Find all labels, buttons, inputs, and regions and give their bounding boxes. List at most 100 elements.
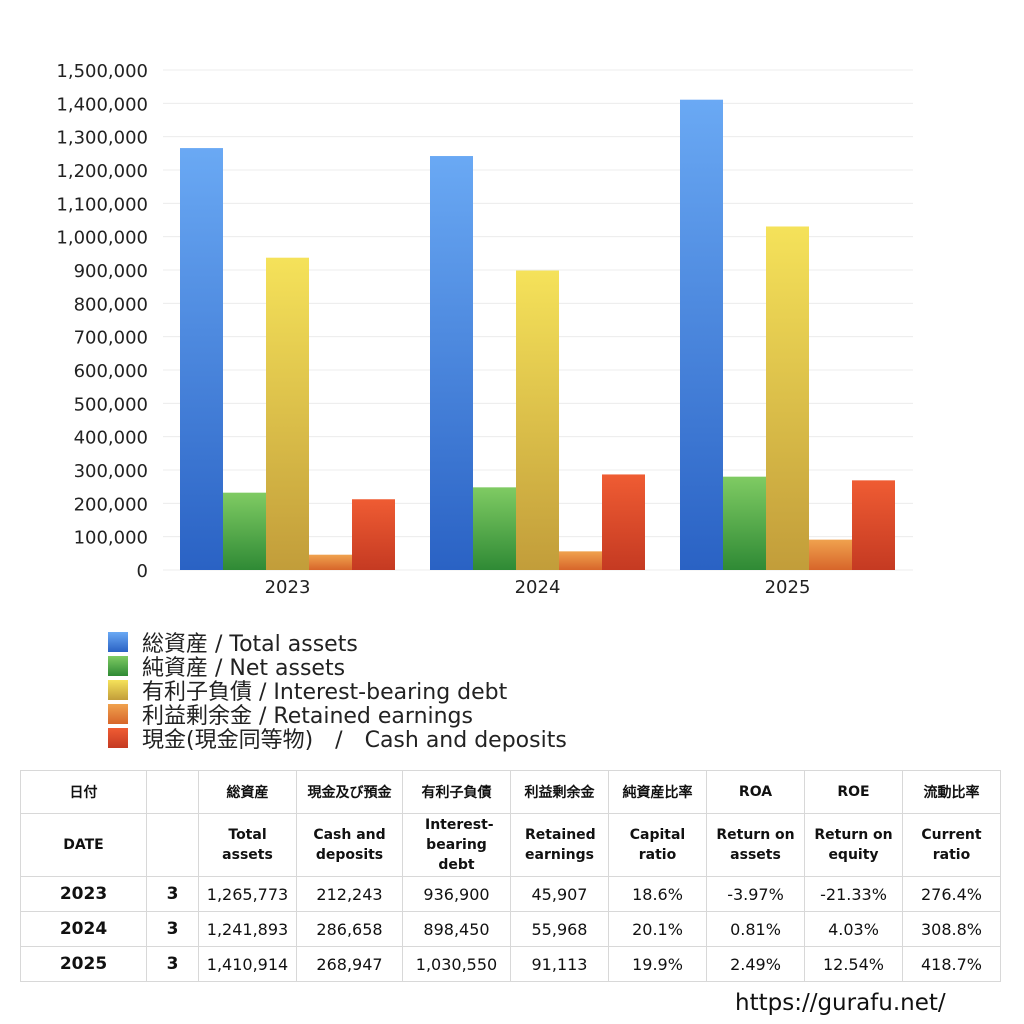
legend-swatch-retained-earnings: [108, 704, 128, 724]
legend-label: 総資産 / Total assets: [142, 632, 358, 657]
header-total-assets-jp: 総資産: [198, 770, 297, 814]
y-tick-label: 1,500,000: [56, 61, 148, 82]
cell-capital-ratio: 20.1%: [608, 911, 707, 947]
cell-current-ratio: 418.7%: [902, 946, 1001, 982]
y-tick-label: 600,000: [74, 361, 148, 382]
cell-month: 3: [146, 876, 199, 912]
header-row-en: DATE Total assets Cash and deposits Inte…: [20, 813, 1001, 877]
cell-debt: 1,030,550: [402, 946, 511, 982]
cell-retained: 55,968: [510, 911, 609, 947]
cell-roe: 4.03%: [804, 911, 903, 947]
bar: [809, 539, 852, 570]
bar: [473, 487, 516, 570]
y-tick-label: 1,000,000: [56, 228, 148, 249]
legend-item: 純資産 / Net assets: [108, 654, 567, 681]
cell-capital-ratio: 19.9%: [608, 946, 707, 982]
header-month-jp: [146, 770, 199, 814]
legend-item: 現金(現金同等物) / Cash and deposits: [108, 726, 567, 753]
cell-month: 3: [146, 946, 199, 982]
x-tick-label: 2024: [515, 577, 561, 598]
header-debt-jp: 有利子負債: [402, 770, 511, 814]
header-roa-en: Return on assets: [706, 813, 805, 877]
site-url: https://gurafu.net/: [735, 990, 946, 1016]
legend-label: 利益剰余金 / Retained earnings: [142, 704, 473, 729]
bar: [180, 148, 223, 570]
bars: [180, 99, 895, 571]
cell-roa: -3.97%: [706, 876, 805, 912]
cell-total-assets: 1,265,773: [198, 876, 297, 912]
cell-year: 2024: [20, 911, 147, 947]
header-roa-jp: ROA: [706, 770, 805, 814]
y-tick-label: 300,000: [74, 461, 148, 482]
x-tick-label: 2023: [265, 577, 311, 598]
bar: [766, 226, 809, 570]
y-axis-ticks: 0 100,000 200,000 300,000 400,000 500,000 600,…: [56, 61, 148, 582]
header-capital-ratio-en: Capital ratio: [608, 813, 707, 877]
x-axis-ticks: 2023 2024 2025: [265, 577, 811, 598]
y-tick-label: 1,200,000: [56, 161, 148, 182]
legend-swatch-interest-bearing-debt: [108, 680, 128, 700]
bar: [559, 551, 602, 570]
header-roe-en: Return on equity: [804, 813, 903, 877]
bar: [266, 257, 309, 570]
table-row: 2023 3 1,265,773 212,243 936,900 45,907 …: [20, 876, 1001, 912]
cell-cash: 268,947: [296, 946, 403, 982]
header-date-jp: 日付: [20, 770, 147, 814]
cell-current-ratio: 308.8%: [902, 911, 1001, 947]
cell-year: 2023: [20, 876, 147, 912]
y-tick-label: 400,000: [74, 428, 148, 449]
header-month-en: [146, 813, 199, 877]
cell-debt: 898,450: [402, 911, 511, 947]
legend-swatch-cash: [108, 728, 128, 748]
cell-total-assets: 1,241,893: [198, 911, 297, 947]
y-tick-label: 500,000: [74, 394, 148, 415]
header-cash-jp: 現金及び預金: [296, 770, 403, 814]
header-debt-en: Interest-bearing debt: [402, 813, 511, 877]
bar: [852, 480, 895, 570]
header-roe-jp: ROE: [804, 770, 903, 814]
header-date-en: DATE: [20, 813, 147, 877]
legend-label: 現金(現金同等物) / Cash and deposits: [142, 728, 567, 753]
cell-year: 2025: [20, 946, 147, 982]
financial-metrics-table: 日付 総資産 現金及び預金 有利子負債 利益剰余金 純資産比率 ROA ROE …: [20, 770, 1001, 982]
header-row-jp: 日付 総資産 現金及び預金 有利子負債 利益剰余金 純資産比率 ROA ROE …: [20, 770, 1001, 814]
bar: [602, 474, 645, 570]
legend-swatch-total-assets: [108, 632, 128, 652]
legend-label: 純資産 / Net assets: [142, 656, 346, 681]
y-tick-label: 900,000: [74, 261, 148, 282]
header-current-ratio-en: Current ratio: [902, 813, 1001, 877]
legend-label: 有利子負債 / Interest-bearing debt: [142, 680, 508, 705]
cell-retained: 91,113: [510, 946, 609, 982]
y-tick-label: 800,000: [74, 294, 148, 315]
y-tick-label: 1,100,000: [56, 194, 148, 215]
bar: [352, 499, 395, 570]
y-tick-label: 200,000: [74, 494, 148, 515]
bar: [516, 270, 559, 570]
cell-roa: 0.81%: [706, 911, 805, 947]
legend-item: 有利子負債 / Interest-bearing debt: [108, 678, 567, 705]
cell-retained: 45,907: [510, 876, 609, 912]
legend-swatch-net-assets: [108, 656, 128, 676]
legend-item: 総資産 / Total assets: [108, 630, 567, 657]
table-row: 2025 3 1,410,914 268,947 1,030,550 91,11…: [20, 946, 1001, 982]
bar: [680, 99, 723, 570]
cell-cash: 212,243: [296, 876, 403, 912]
legend-item: 利益剰余金 / Retained earnings: [108, 702, 567, 729]
cell-cash: 286,658: [296, 911, 403, 947]
y-tick-label: 1,300,000: [56, 128, 148, 149]
cell-current-ratio: 276.4%: [902, 876, 1001, 912]
bar: [223, 492, 266, 570]
cell-total-assets: 1,410,914: [198, 946, 297, 982]
header-current-ratio-jp: 流動比率: [902, 770, 1001, 814]
header-retained-jp: 利益剰余金: [510, 770, 609, 814]
bar: [723, 476, 766, 570]
cell-debt: 936,900: [402, 876, 511, 912]
header-total-assets-en: Total assets: [198, 813, 297, 877]
bar: [309, 554, 352, 570]
bar-chart: 0 100,000 200,000 300,000 400,000 500,000 600,…: [56, 61, 913, 598]
header-retained-en: Retained earnings: [510, 813, 609, 877]
cell-month: 3: [146, 911, 199, 947]
legend: 総資産 / Total assets 純資産 / Net assets 有利子負…: [108, 630, 567, 753]
x-tick-label: 2025: [765, 577, 811, 598]
cell-roe: 12.54%: [804, 946, 903, 982]
